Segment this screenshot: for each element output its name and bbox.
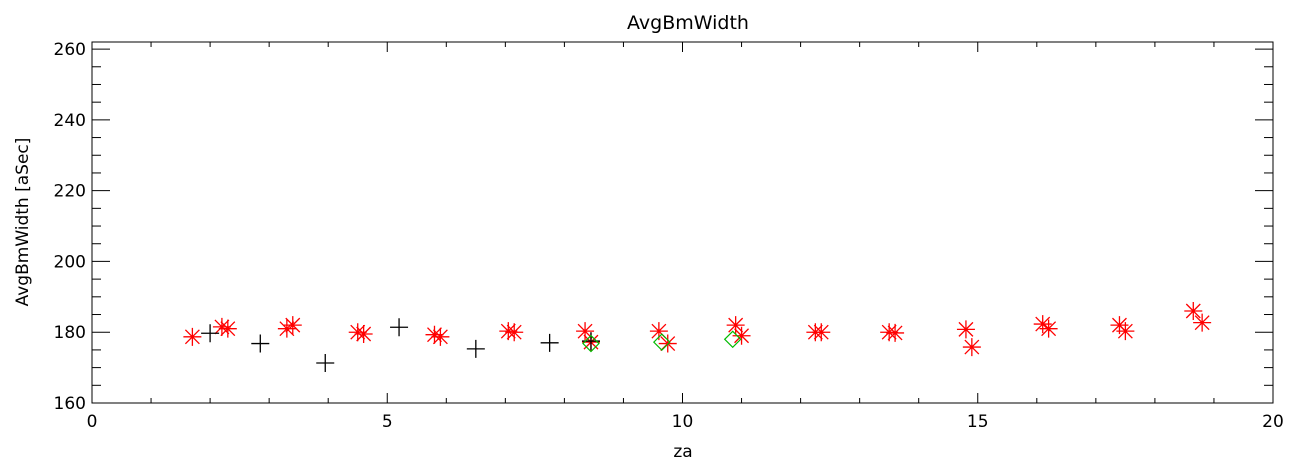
data-point-asterisk [425,325,444,344]
chart-title: AvgBmWidth [627,12,749,34]
data-point-asterisk [962,338,981,357]
data-point-asterisk [218,319,237,338]
data-point-plus [466,339,485,358]
y-tick-label: 260 [54,40,86,60]
y-axis-label: AvgBmWidth [aSec] [13,138,33,307]
data-point-diamond [723,330,742,349]
data-point-asterisk [886,323,905,342]
data-point-plus [251,334,270,353]
data-point-asterisk [1116,322,1135,341]
plot-frame [91,41,1274,404]
data-point-asterisk [956,320,975,339]
data-point-asterisk [212,317,231,336]
data-point-asterisk [576,322,595,341]
data-point-asterisk [1039,319,1058,338]
data-point-asterisk [732,326,751,345]
data-point-asterisk [277,319,296,338]
x-tick-label: 5 [382,412,393,432]
data-point-plus [201,324,220,343]
x-tick-label: 0 [87,412,98,432]
data-point-plus [540,333,559,352]
x-tick-label: 15 [967,412,989,432]
data-point-asterisk [726,316,745,335]
data-point-plus [390,318,409,337]
y-tick-label: 200 [54,252,86,272]
data-point-asterisk [649,322,668,341]
data-point-asterisk [1033,315,1052,334]
y-tick-label: 220 [54,182,86,202]
data-point-asterisk [183,327,202,346]
data-point-asterisk [431,327,450,346]
axes: 0 5 10 15 20 160 180 200 220 240 260 [54,40,1284,432]
data-point-asterisk [499,322,518,341]
x-tick-label: 10 [672,412,694,432]
x-axis-label: za [673,442,692,462]
data-point-diamond [652,333,671,351]
data-point-diamond [582,334,600,353]
y-tick-label: 180 [54,323,86,343]
x-tick-label: 20 [1262,412,1284,432]
data-point-plus [316,354,335,373]
data-point-asterisk [812,323,831,342]
data-point-asterisk [1184,301,1203,320]
data-point-asterisk [880,323,899,342]
data-point-asterisk [505,323,524,342]
data-point-asterisk [283,316,302,335]
data-point-asterisk [1193,313,1212,332]
data-markers [183,301,1212,373]
y-tick-label: 160 [54,394,86,414]
y-tick-label: 240 [54,111,86,131]
data-point-asterisk [348,323,367,342]
data-point-asterisk [354,324,373,343]
